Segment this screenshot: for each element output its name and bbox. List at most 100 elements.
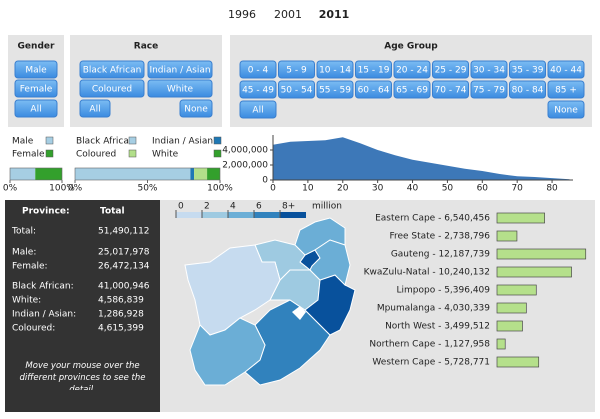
- button-bg: [393, 80, 431, 99]
- button-label: 50 - 54: [281, 86, 313, 96]
- button-label: Female: [20, 85, 53, 95]
- button-label: 5 - 9: [286, 66, 307, 76]
- button-bg: [547, 80, 585, 99]
- bar-label: North West - 3,499,512: [385, 322, 490, 332]
- table-header: Province:: [22, 207, 70, 217]
- legend-swatch: [213, 149, 222, 158]
- x-tick-label: 20: [337, 184, 349, 194]
- button[interactable]: 85 +: [547, 80, 585, 99]
- button[interactable]: Female: [14, 79, 58, 98]
- legend-color: [202, 212, 228, 218]
- button-bg: [470, 60, 508, 79]
- button[interactable]: 25 - 29: [432, 60, 469, 79]
- button-label: All: [89, 105, 100, 115]
- button-label: 35 - 39: [512, 66, 544, 76]
- button[interactable]: Coloured: [79, 79, 145, 98]
- button-bg: [79, 99, 111, 118]
- button[interactable]: 45 - 49: [239, 80, 277, 99]
- bar-label: Eastern Cape - 6,540,456: [375, 214, 490, 224]
- note: Move your mouse over the different provi…: [19, 361, 146, 390]
- button-label: 0 - 4: [248, 66, 269, 76]
- button[interactable]: 10 - 14: [316, 60, 354, 79]
- bar: [496, 356, 540, 368]
- button[interactable]: 70 - 74: [432, 80, 469, 99]
- bar: [496, 338, 506, 350]
- button[interactable]: 30 - 34: [470, 60, 508, 79]
- button-label: Black African: [83, 66, 142, 76]
- button[interactable]: All: [14, 99, 58, 118]
- button-bg: [547, 100, 585, 119]
- button[interactable]: 20 - 24: [393, 60, 431, 79]
- button[interactable]: 55 - 59: [316, 80, 354, 99]
- panel-title: Race: [134, 42, 158, 52]
- y-tick-label: 2,000,000: [222, 161, 268, 171]
- y-tick-label: 0: [262, 176, 268, 186]
- year-tab[interactable]: 2001: [274, 8, 302, 21]
- province[interactable]: [184, 244, 281, 336]
- row-value: 26,472,134: [98, 262, 150, 272]
- button-bg: [14, 79, 58, 98]
- province[interactable]: [309, 239, 351, 286]
- province[interactable]: [189, 317, 266, 386]
- button[interactable]: 15 - 19: [355, 60, 392, 79]
- bar: [496, 302, 527, 314]
- button[interactable]: None: [179, 99, 213, 118]
- x-tick-label: 30: [372, 184, 384, 194]
- button[interactable]: Male: [14, 60, 58, 79]
- bar: [496, 230, 518, 242]
- bar: [496, 320, 523, 332]
- legend-label: Female: [12, 150, 45, 160]
- button[interactable]: 5 - 9: [278, 60, 315, 79]
- province[interactable]: [294, 217, 346, 256]
- button[interactable]: All: [239, 100, 277, 119]
- row-label: Female:: [12, 262, 48, 272]
- area: [273, 137, 570, 180]
- button[interactable]: 80 - 84: [509, 80, 546, 99]
- button-bg: [147, 60, 213, 79]
- bar-segment: [207, 168, 220, 180]
- button-label: Male: [25, 66, 47, 76]
- button[interactable]: 65 - 69: [393, 80, 431, 99]
- button-label: Coloured: [92, 85, 132, 95]
- button[interactable]: All: [79, 99, 111, 118]
- legend-color: [176, 212, 202, 218]
- button[interactable]: Black African: [79, 60, 145, 79]
- button[interactable]: 35 - 39: [509, 60, 546, 79]
- bar-label: Limpopo - 5,396,409: [397, 286, 491, 296]
- bar-segment: [10, 168, 36, 180]
- button-bg: [432, 80, 469, 99]
- button[interactable]: Indian / Asian: [147, 60, 213, 79]
- province-table: Province: Total Total: 51,490,112 Male: 25,01…: [11, 207, 150, 334]
- row-label: Coloured:: [12, 324, 55, 334]
- button-label: All: [30, 105, 41, 115]
- button-label: 45 - 49: [242, 86, 274, 96]
- button-label: 55 - 59: [319, 86, 351, 96]
- bar-segment: [35, 168, 62, 180]
- legend-unit: million: [312, 202, 342, 212]
- legend-color: [228, 212, 254, 218]
- button[interactable]: None: [547, 100, 585, 119]
- legend-swatch: [128, 149, 137, 158]
- legend-swatch: [128, 136, 137, 145]
- button-bg: [79, 79, 145, 98]
- bar-label: KwaZulu-Natal - 10,240,132: [364, 268, 490, 278]
- year-tab[interactable]: 1996: [228, 8, 256, 21]
- year-tab[interactable]: 2011: [319, 8, 350, 21]
- bar-label: Free State - 2,738,796: [389, 232, 490, 242]
- button[interactable]: 50 - 54: [278, 80, 315, 99]
- bar-label: Mpumalanga - 4,030,339: [377, 304, 490, 314]
- button-bg: [14, 99, 58, 118]
- row-label: Indian / Asian:: [12, 310, 76, 320]
- row-label: Total:: [11, 227, 36, 237]
- button[interactable]: 60 - 64: [355, 80, 392, 99]
- row-value: 1,286,928: [98, 310, 144, 320]
- x-tick-label: 0%: [3, 184, 18, 194]
- button[interactable]: 75 - 79: [470, 80, 508, 99]
- bar-segment: [194, 168, 208, 180]
- button[interactable]: 40 - 44: [547, 60, 585, 79]
- x-tick-label: 80: [546, 184, 558, 194]
- x-tick-label: 60: [477, 184, 489, 194]
- button[interactable]: 0 - 4: [239, 60, 277, 79]
- legend-tick: 4: [230, 202, 236, 212]
- button[interactable]: White: [147, 79, 213, 98]
